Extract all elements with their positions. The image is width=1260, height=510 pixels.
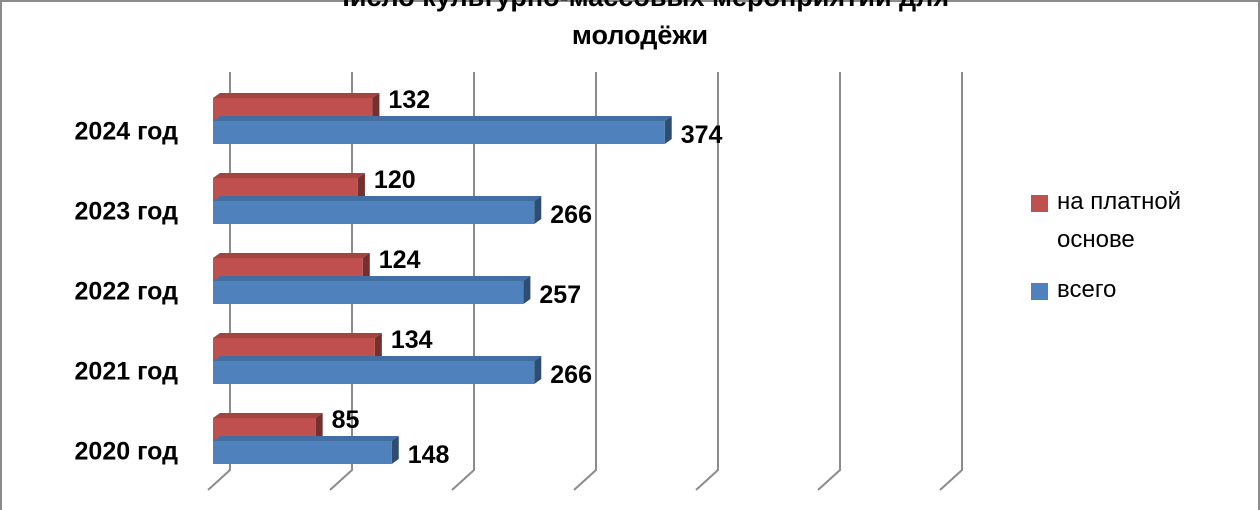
bar-face — [213, 98, 373, 121]
bar-face — [213, 356, 542, 361]
legend-label: всего — [1057, 276, 1117, 303]
bar-face — [213, 93, 380, 98]
bar — [213, 93, 380, 121]
bar-face — [213, 436, 399, 441]
bar-face — [213, 413, 323, 418]
bar-face — [213, 418, 316, 441]
bar-face — [213, 121, 665, 144]
legend-swatch — [1031, 283, 1048, 300]
legend-label: на платной основе — [1057, 188, 1182, 253]
y-tick-label: 2024 год — [75, 118, 179, 146]
bar-face — [213, 196, 542, 201]
grid-line — [939, 72, 963, 491]
bar — [213, 333, 382, 361]
bar — [213, 253, 370, 281]
bar — [213, 116, 672, 144]
value-label: 85 — [332, 406, 360, 434]
value-label: 120 — [374, 166, 416, 194]
bar — [213, 413, 323, 441]
y-tick-label: 2020 год — [75, 438, 179, 466]
y-tick-label: 2023 год — [75, 198, 179, 226]
bar-face — [213, 338, 375, 361]
bar-face — [213, 178, 358, 201]
bar-face — [357, 173, 365, 201]
bar — [213, 173, 365, 201]
bar-face — [315, 413, 323, 441]
bar-face — [372, 93, 380, 121]
bar-face — [664, 116, 672, 144]
bar-face — [374, 333, 382, 361]
grid-line — [573, 72, 597, 491]
value-label: 132 — [388, 86, 430, 114]
bar-face — [534, 196, 542, 224]
bar — [213, 196, 542, 224]
value-label: 374 — [681, 121, 723, 149]
bar-face — [534, 356, 542, 384]
bar-face — [213, 333, 382, 338]
grid-line — [817, 72, 841, 491]
grid-line — [695, 72, 719, 491]
y-tick-label: 2021 год — [75, 358, 179, 386]
bar-face — [213, 258, 363, 281]
bar-face — [213, 441, 392, 464]
value-label: 266 — [550, 361, 592, 389]
bar — [213, 356, 542, 384]
value-label: 148 — [408, 441, 450, 469]
y-tick-label: 2022 год — [75, 278, 179, 306]
bar-face — [391, 436, 399, 464]
chart-title: Число культурно-массовых мероприятий для… — [331, 0, 949, 50]
bar-face — [213, 281, 524, 304]
bar-face — [213, 361, 535, 384]
value-label: 257 — [539, 281, 581, 309]
bar-face — [213, 116, 672, 121]
bar-face — [213, 276, 531, 281]
bar — [213, 276, 531, 304]
bar-face — [362, 253, 370, 281]
bar-face — [213, 253, 370, 258]
value-label: 124 — [379, 246, 421, 274]
bar-face — [213, 201, 535, 224]
bar — [213, 436, 399, 464]
value-label: 266 — [550, 201, 592, 229]
bar-face — [523, 276, 531, 304]
legend-swatch — [1031, 195, 1048, 212]
value-label: 134 — [391, 326, 433, 354]
bar-face — [213, 173, 365, 178]
